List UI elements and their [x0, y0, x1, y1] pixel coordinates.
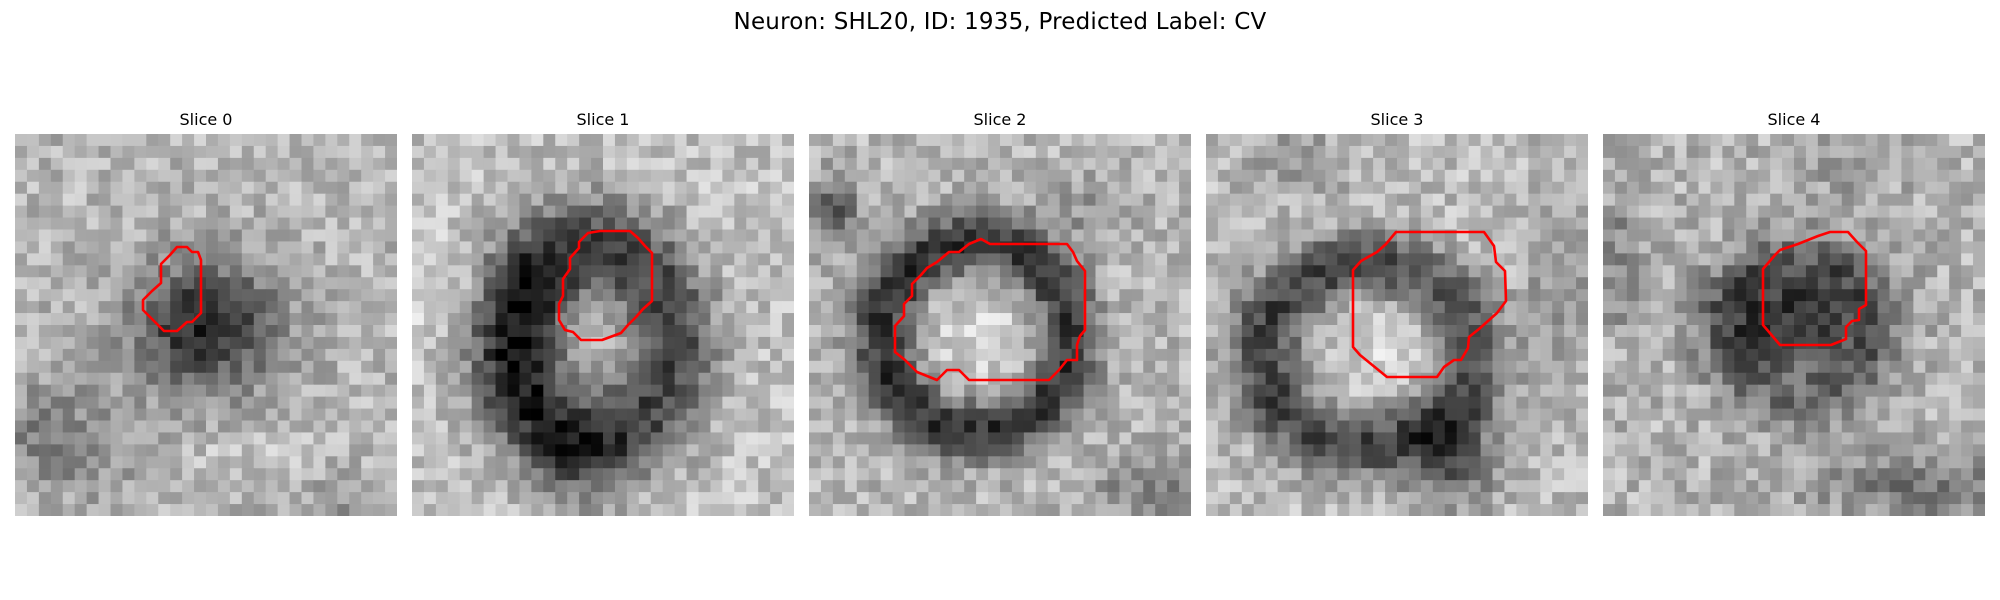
- segmentation-contour: [557, 229, 654, 342]
- slice-title: Slice 3: [1370, 110, 1424, 129]
- slice-title: Slice 1: [576, 110, 630, 129]
- slice-panel-0: Slice 0: [15, 108, 397, 516]
- slice-panel-3: Slice 3: [1206, 108, 1588, 516]
- slice-image: [1206, 134, 1588, 516]
- segmentation-contour: [1351, 230, 1508, 379]
- slice-title: Slice 0: [179, 110, 233, 129]
- segmentation-contour: [141, 245, 203, 333]
- slice-image: [412, 134, 794, 516]
- slice-image: [809, 134, 1191, 516]
- slice-title: Slice 2: [973, 110, 1027, 129]
- slice-title: Slice 4: [1767, 110, 1821, 129]
- slice-image: [1603, 134, 1985, 516]
- slice-panel-1: Slice 1: [412, 108, 794, 516]
- figure-title: Neuron: SHL20, ID: 1935, Predicted Label…: [733, 9, 1267, 35]
- slice-image: [15, 134, 397, 516]
- slice-panel-4: Slice 4: [1603, 108, 1985, 516]
- segmentation-contour: [893, 237, 1087, 382]
- segmentation-contour: [1761, 230, 1868, 347]
- slice-panel-2: Slice 2: [809, 108, 1191, 516]
